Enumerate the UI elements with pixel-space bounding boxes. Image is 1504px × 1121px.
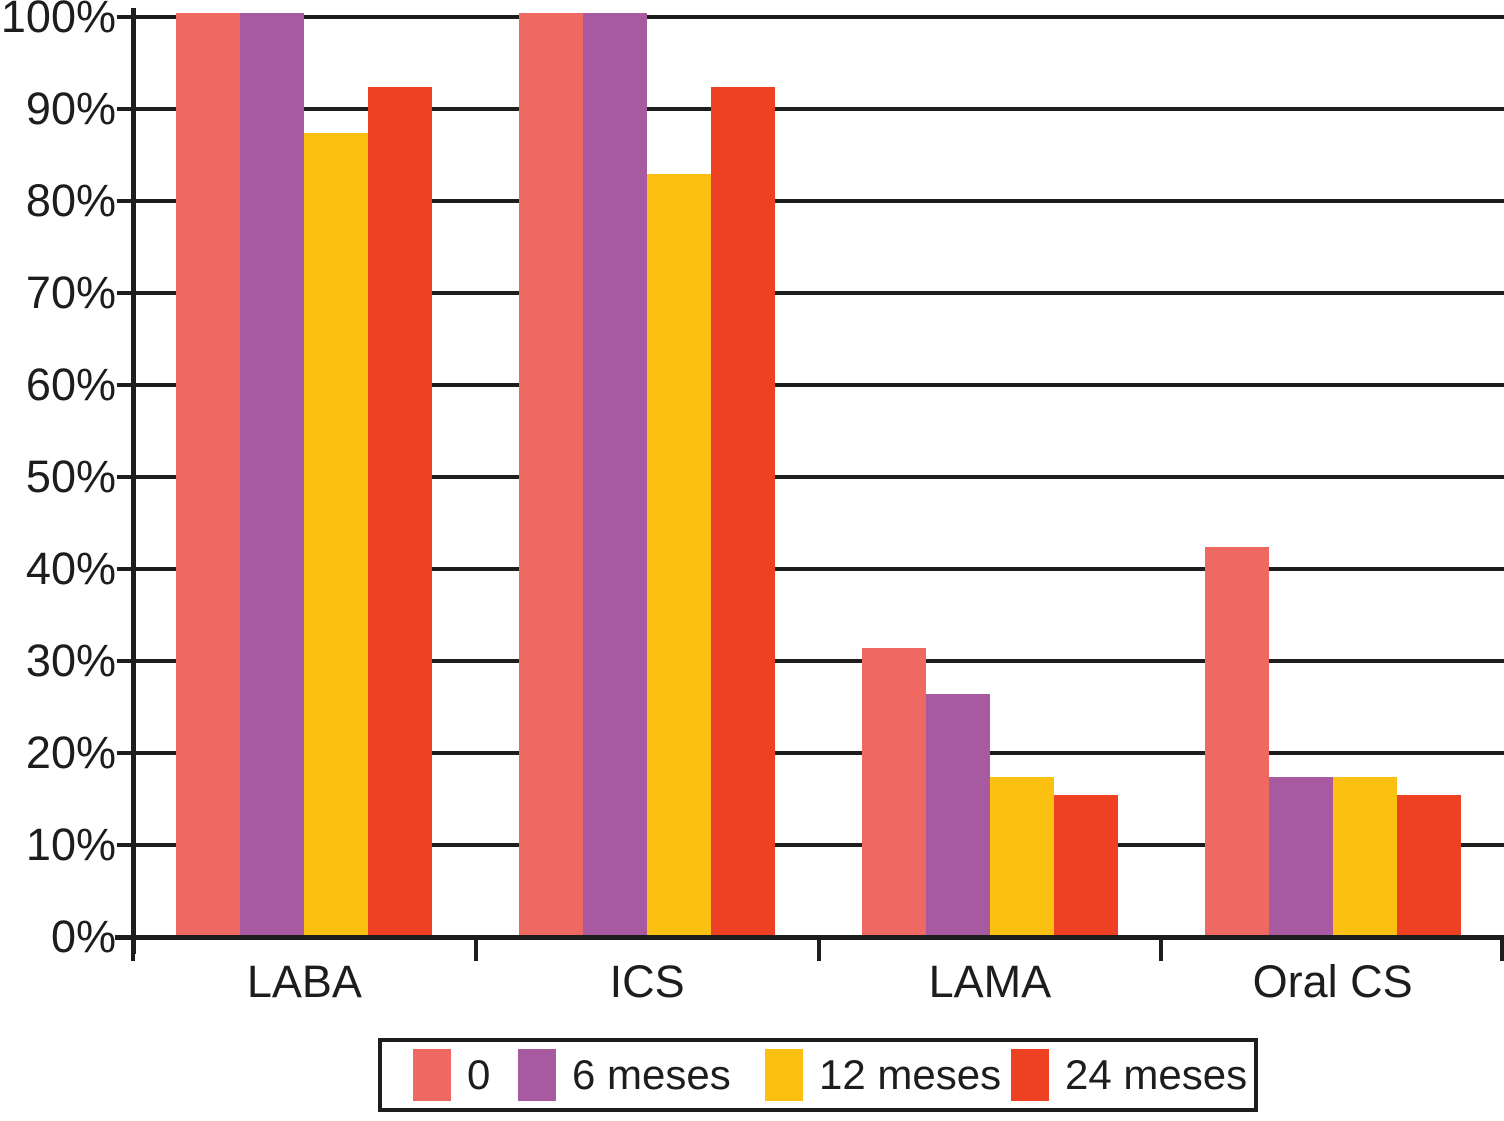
bar-oral-cs-0 bbox=[1205, 546, 1269, 937]
bar-oral-cs-24-meses bbox=[1397, 795, 1461, 937]
gridline bbox=[117, 567, 1504, 571]
y-tick-label: 40% bbox=[25, 543, 116, 594]
bar-ics-12-meses bbox=[647, 174, 711, 937]
legend-item: 0 bbox=[413, 1049, 490, 1101]
x-axis-tick bbox=[1159, 937, 1164, 961]
legend-item: 24 meses bbox=[1011, 1049, 1247, 1101]
legend-label: 6 meses bbox=[572, 1051, 731, 1098]
y-tick-label: 30% bbox=[25, 635, 116, 686]
bar-ics-0 bbox=[519, 13, 583, 937]
gridline bbox=[117, 843, 1504, 847]
bar-lama-0 bbox=[862, 647, 926, 937]
bar-laba-24-meses bbox=[368, 86, 432, 937]
bar-ics-6-meses bbox=[583, 13, 647, 937]
y-tick-label: 50% bbox=[25, 451, 116, 502]
legend: 0 6 meses 12 meses 24 meses bbox=[378, 1038, 1258, 1112]
bar-lama-6-meses bbox=[926, 693, 990, 937]
x-category-label: LAMA bbox=[928, 956, 1052, 1007]
x-axis-tick bbox=[1500, 937, 1504, 961]
y-tick-label: 70% bbox=[25, 267, 116, 318]
bar-oral-cs-6-meses bbox=[1269, 776, 1333, 937]
y-axis-line bbox=[131, 8, 136, 954]
x-axis-line bbox=[115, 935, 1504, 940]
gridline bbox=[117, 199, 1504, 203]
gridline bbox=[117, 659, 1504, 663]
x-category-label: Oral CS bbox=[1252, 956, 1413, 1007]
gridline bbox=[117, 107, 1504, 111]
bar-lama-12-meses bbox=[990, 776, 1054, 937]
bar-ics-24-meses bbox=[711, 86, 775, 937]
gridline bbox=[117, 475, 1504, 479]
y-tick-label: 20% bbox=[25, 727, 116, 778]
x-category-label: ICS bbox=[609, 956, 685, 1007]
gridline bbox=[117, 15, 1504, 19]
y-tick-label: 90% bbox=[25, 83, 116, 134]
y-tick-label: 60% bbox=[25, 359, 116, 410]
legend-item: 6 meses bbox=[518, 1049, 731, 1101]
legend-swatch-0 bbox=[413, 1049, 451, 1101]
legend-item: 12 meses bbox=[765, 1049, 1001, 1101]
legend-swatch-12-meses bbox=[765, 1049, 803, 1101]
legend-swatch-24-meses bbox=[1011, 1049, 1049, 1101]
x-category-label: LABA bbox=[246, 956, 362, 1007]
gridline bbox=[117, 291, 1504, 295]
legend-label: 0 bbox=[467, 1051, 491, 1098]
legend-label: 12 meses bbox=[819, 1051, 1002, 1098]
bar-laba-6-meses bbox=[240, 13, 304, 937]
gridline bbox=[117, 751, 1504, 755]
y-tick-label: 80% bbox=[25, 175, 116, 226]
bar-laba-0 bbox=[176, 13, 240, 937]
x-axis-tick bbox=[473, 937, 478, 961]
gridline bbox=[117, 383, 1504, 387]
legend-label: 24 meses bbox=[1065, 1051, 1248, 1098]
bar-oral-cs-12-meses bbox=[1333, 776, 1397, 937]
x-axis-tick bbox=[816, 937, 821, 961]
y-tick-label: 0% bbox=[50, 911, 116, 962]
legend-swatch-6-meses bbox=[518, 1049, 556, 1101]
bar-laba-12-meses bbox=[304, 132, 368, 937]
bar-lama-24-meses bbox=[1054, 795, 1118, 937]
y-tick-label: 10% bbox=[25, 819, 116, 870]
y-tick-label: 100% bbox=[0, 0, 116, 42]
x-axis-tick bbox=[131, 937, 135, 961]
